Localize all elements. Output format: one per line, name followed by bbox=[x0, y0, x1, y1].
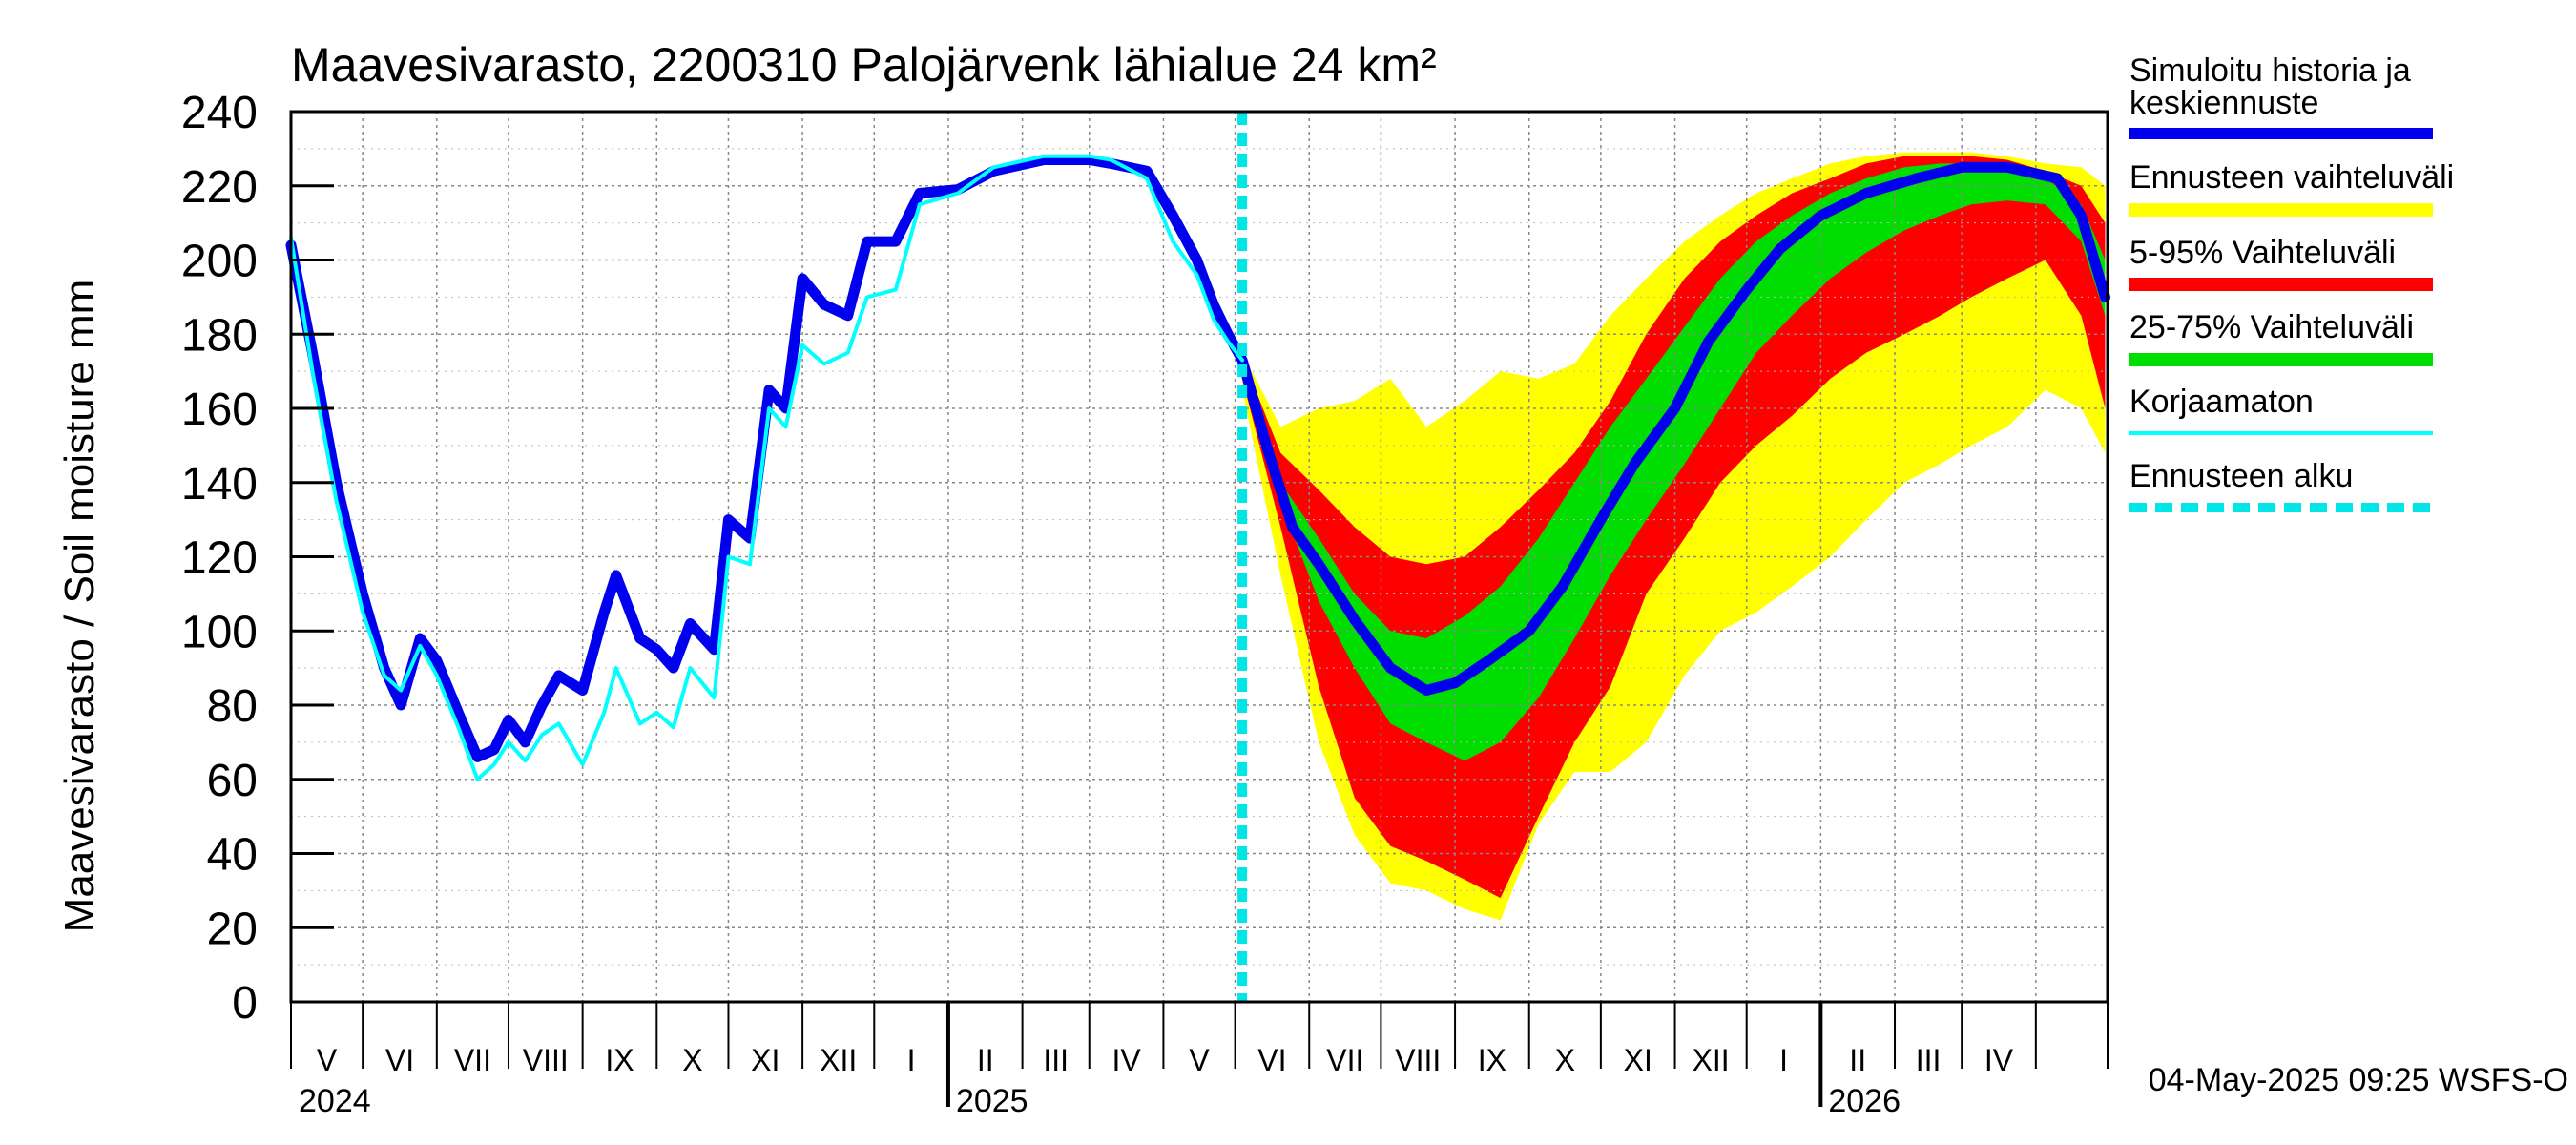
x-month-label: II bbox=[977, 1043, 994, 1077]
legend-label-6: Ennusteen alku bbox=[2129, 458, 2353, 494]
legend-label-2: Ennusteen vaihteluväli bbox=[2129, 159, 2454, 196]
x-month-label: IV bbox=[1984, 1043, 2014, 1077]
y-axis-label: Maavesivarasto / Soil moisture mm bbox=[56, 280, 103, 933]
x-year-label: 2025 bbox=[956, 1083, 1028, 1119]
y-axis-ticks: 0 20 40 60 80 100 120 140 160 180 200 220 240 bbox=[181, 88, 334, 1029]
y-tick-label: 100 bbox=[181, 607, 258, 657]
y-tick-label: 200 bbox=[181, 237, 258, 287]
x-month-label: IV bbox=[1111, 1043, 1141, 1077]
x-month-label: I bbox=[907, 1043, 916, 1077]
y-tick-label: 140 bbox=[181, 459, 258, 510]
x-year-label: 2026 bbox=[1828, 1083, 1901, 1119]
y-tick-label: 220 bbox=[181, 162, 258, 213]
x-month-label: VI bbox=[1257, 1043, 1286, 1077]
y-tick-label: 120 bbox=[181, 533, 258, 584]
legend-label-1: Simuloitu historia ja bbox=[2129, 52, 2411, 89]
x-month-label: VII bbox=[454, 1043, 491, 1077]
x-month-label: VIII bbox=[1395, 1043, 1441, 1077]
x-month-label: VI bbox=[385, 1043, 414, 1077]
x-month-label: V bbox=[317, 1043, 338, 1077]
x-month-label: X bbox=[1555, 1043, 1575, 1077]
y-tick-label: 60 bbox=[207, 756, 258, 806]
x-month-label: V bbox=[1189, 1043, 1210, 1077]
chart-title: Maavesivarasto, 2200310 Palojärvenk lähi… bbox=[291, 38, 1437, 92]
x-month-label: XI bbox=[751, 1043, 779, 1077]
legend-label-1: keskiennuste bbox=[2129, 85, 2318, 121]
y-tick-label: 160 bbox=[181, 385, 258, 435]
x-month-label: I bbox=[1779, 1043, 1788, 1077]
y-tick-label: 240 bbox=[181, 88, 258, 138]
legend-label-4: 25-75% Vaihteluväli bbox=[2129, 309, 2414, 345]
timestamp: 04-May-2025 09:25 WSFS-O bbox=[2149, 1062, 2568, 1098]
forecast-bands bbox=[1242, 152, 2106, 921]
x-month-label: IX bbox=[1478, 1043, 1506, 1077]
x-month-label: IX bbox=[605, 1043, 634, 1077]
x-month-label: VII bbox=[1326, 1043, 1363, 1077]
x-year-label: 2024 bbox=[299, 1083, 371, 1119]
x-month-label: XII bbox=[1693, 1043, 1730, 1077]
x-month-label: III bbox=[1916, 1043, 1942, 1077]
y-tick-label: 180 bbox=[181, 310, 258, 361]
y-tick-label: 80 bbox=[207, 681, 258, 732]
y-tick-label: 40 bbox=[207, 830, 258, 881]
x-month-label: X bbox=[682, 1043, 702, 1077]
x-month-label: XI bbox=[1624, 1043, 1652, 1077]
legend-label-3: 5-95% Vaihteluväli bbox=[2129, 235, 2396, 271]
band-3 bbox=[1242, 163, 2106, 761]
data-series bbox=[285, 154, 2110, 781]
x-month-label: XII bbox=[820, 1043, 857, 1077]
series-line-2 bbox=[289, 154, 1245, 781]
grid-lines bbox=[291, 112, 2108, 1002]
legend-label-5: Korjaamaton bbox=[2129, 384, 2314, 420]
y-tick-label: 0 bbox=[232, 978, 258, 1029]
x-month-label: VIII bbox=[523, 1043, 569, 1077]
x-month-label: II bbox=[1849, 1043, 1866, 1077]
x-month-label: III bbox=[1043, 1043, 1069, 1077]
y-tick-label: 20 bbox=[207, 904, 258, 954]
